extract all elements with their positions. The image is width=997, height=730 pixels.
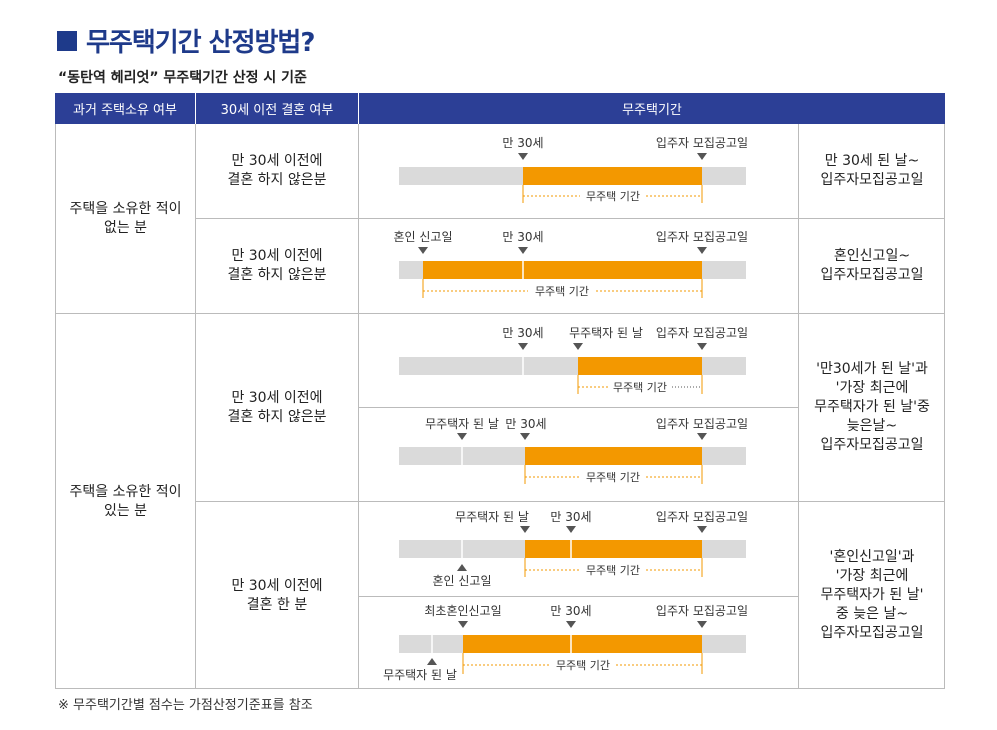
- marriage-label: 만 30세 이전에 결혼 하지 않은분: [227, 153, 327, 188]
- header-col-marriage: 30세 이전 결혼 여부: [196, 93, 358, 124]
- divider: [195, 124, 196, 689]
- header-col-ownership: 과거 주택소유 여부: [55, 93, 195, 124]
- group-label-never-owned: 주택을 소유한 적이 없는 분: [69, 200, 182, 236]
- title-square-icon: [57, 31, 77, 51]
- result-text: '혼인신고일'과 '가장 최근에 무주택자가 된 날' 중 늦은 날~ 입주자모…: [820, 549, 924, 641]
- divider: [358, 407, 798, 408]
- marriage-label: 만 30세 이전에 결혼 하지 않은분: [227, 248, 327, 283]
- divider: [55, 313, 945, 314]
- result-text: '만30세가 된 날'과 '가장 최근에 무주택자가 된 날'중 늦은날~ 입주…: [814, 361, 930, 453]
- result-text: 만 30세 된 날~ 입주자모집공고일: [820, 153, 924, 188]
- divider: [195, 218, 945, 219]
- footnote: ※ 무주택기간별 점수는 가점산정기준표를 참조: [58, 698, 313, 713]
- divider: [358, 124, 359, 689]
- page-subtitle: “동탄역 헤리엇” 무주택기간 산정 시 기준: [58, 70, 307, 86]
- result-text: 혼인신고일~ 입주자모집공고일: [820, 248, 924, 283]
- table-frame: [55, 124, 945, 689]
- page-title: 무주택기간 산정방법?: [86, 28, 315, 58]
- header-col-period: 무주택기간: [359, 93, 945, 124]
- divider: [195, 501, 945, 502]
- divider: [798, 124, 799, 689]
- divider: [358, 596, 798, 597]
- marriage-label: 만 30세 이전에 결혼 하지 않은분: [227, 389, 327, 425]
- group-label-owned: 주택을 소유한 적이 있는 분: [69, 483, 182, 519]
- marriage-label: 만 30세 이전에 결혼 한 분: [231, 577, 323, 613]
